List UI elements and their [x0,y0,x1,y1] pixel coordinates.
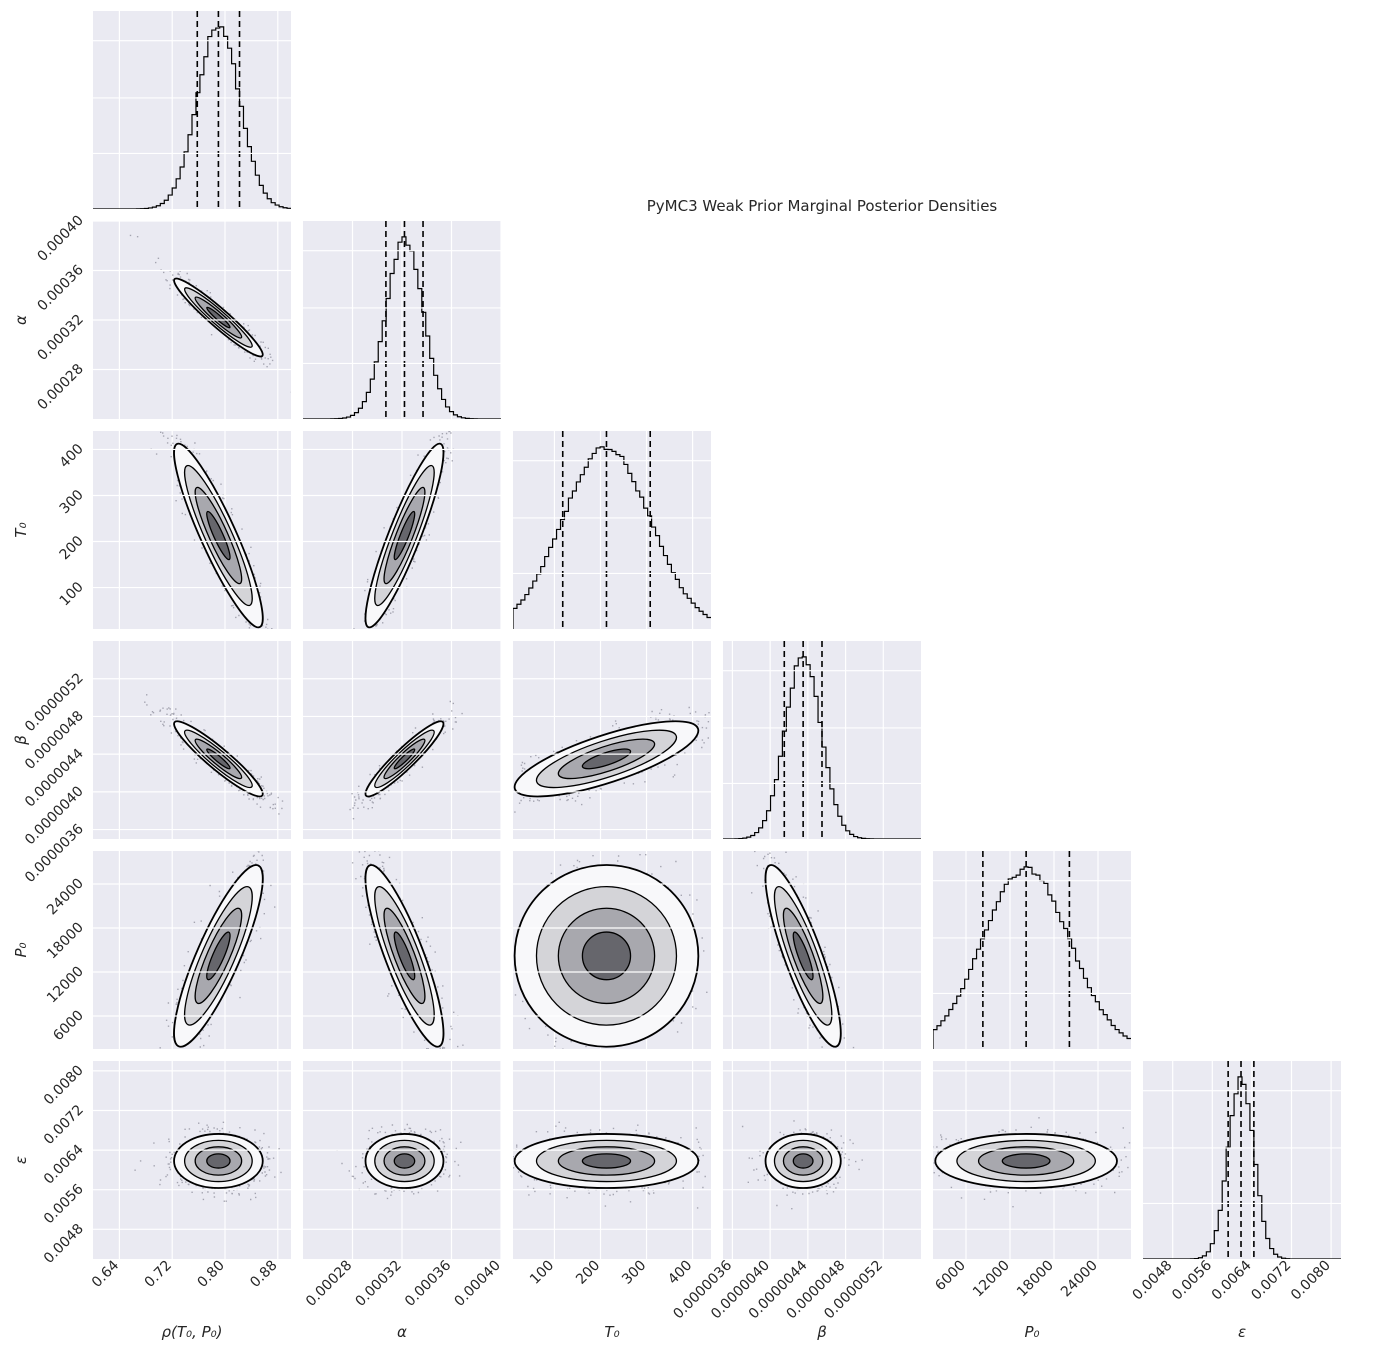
x-tick-label: 400 [665,1258,695,1288]
y-tick-label: 18000 [44,920,87,963]
y-axis-label-beta: β [12,735,30,746]
x-axis-label-P0: P₀ [1024,1323,1039,1341]
y-tick-label: 12000 [44,964,87,1007]
y-axis-label-alpha: α [12,315,30,325]
x-tick-label: 24000 [1058,1258,1101,1301]
x-tick-label: 0.0048 [1130,1258,1176,1304]
y-axis-label-eps: ε [12,1156,30,1164]
x-tick-label: 0.00028 [303,1258,355,1310]
x-axis-label-beta: β [816,1323,827,1341]
histogram-alpha [303,236,501,419]
contour-level-3 [1001,1153,1051,1169]
y-tick-label: 0.0072 [41,1102,87,1148]
panel-background [93,11,291,209]
x-tick-label: 18000 [1014,1258,1057,1301]
x-tick-label: 6000 [932,1258,969,1295]
x-tick-label: 100 [527,1258,557,1288]
y-tick-label: 200 [57,533,87,563]
histogram-rho [93,26,291,209]
contour-level-3 [206,931,231,981]
x-axis-label-alpha: α [397,1323,407,1341]
y-tick-label: 300 [57,487,87,517]
y-tick-label: 100 [57,579,87,609]
scatter-panel-beta-rho [93,641,291,839]
panel-background [1143,1061,1341,1259]
hist-panel-T0 [513,431,711,629]
histogram-P0 [933,866,1131,1049]
x-tick-label: 0.0056 [1169,1257,1215,1303]
x-tick-label: 0.88 [247,1258,280,1291]
contour-level-3 [792,1153,814,1169]
contour-level-3 [581,1153,632,1169]
scatter-panel-P0-rho [93,851,291,1049]
hist-panel-eps [1143,1061,1341,1259]
y-axis-label-P0: P₀ [12,942,30,957]
contour-level-3 [206,1153,231,1169]
panels-layer [93,11,1341,1259]
scatter-panel-P0-T0 [513,851,711,1049]
y-tick-label: 0.00028 [35,361,87,413]
x-tick-label: 0.00040 [452,1258,504,1310]
hist-panel-beta [723,641,921,839]
axis-labels-layer: ρ(T₀, P₀) α T₀ β P₀ ε α T₀ β P₀ ε [12,315,1246,1341]
x-tick-label: 200 [573,1258,603,1288]
y-tick-label: 24000 [44,876,87,919]
scatter-panel-eps-rho [93,1061,291,1259]
y-tick-label: 0.00040 [35,213,87,265]
histogram-eps [1143,1076,1341,1259]
y-tick-label: 400 [57,441,87,471]
hist-panel-rho [93,11,291,209]
y-tick-label: 0.0048 [41,1221,87,1267]
scatter-panel-beta-alpha [303,641,502,839]
histogram-T0 [513,446,711,629]
x-axis-label-T0: T₀ [604,1323,619,1341]
x-tick-label: 0.0080 [1288,1258,1334,1304]
scatter-panel-beta-T0 [513,641,711,839]
scatter-panel-eps-P0 [933,1061,1131,1259]
scatter-panel-P0-beta [723,851,921,1049]
scatter-panel-T0-alpha [303,431,502,629]
x-tick-label: 0.0064 [1209,1257,1255,1303]
contour-level-3 [581,931,632,981]
y-tick-label: 6000 [50,1008,87,1045]
y-tick-label: 0.0064 [41,1142,87,1188]
contour-level-3 [792,931,814,981]
scatter-panel-eps-beta [723,1061,921,1259]
scatter-panel-alpha-rho [93,220,291,419]
y-tick-label: 0.00036 [35,262,87,314]
x-tick-label: 300 [619,1258,649,1288]
scatter-panel-T0-rho [93,431,291,629]
histogram-beta [723,656,921,839]
chart-title: PyMC3 Weak Prior Marginal Posterior Dens… [647,197,998,215]
x-tick-label: 12000 [970,1258,1013,1301]
contour-level-3 [393,510,416,561]
contour-level-3 [206,306,231,329]
y-tick-label: 0.0056 [41,1181,87,1227]
scatter-panel-eps-alpha [303,1061,502,1259]
y-axis-label-T0: T₀ [12,522,30,537]
x-tick-label: 0.00032 [353,1258,405,1310]
x-tick-label: 0.00036 [402,1257,454,1309]
x-tick-label: 0.64 [89,1257,122,1290]
contour-level-3 [206,510,231,561]
x-tick-label: 0.80 [194,1258,227,1291]
hist-panel-alpha [303,221,502,419]
contour-level-3 [393,931,416,981]
scatter-panel-P0-alpha [303,851,502,1049]
panel-background [513,431,711,629]
y-tick-label: 0.00032 [35,312,87,364]
x-axis-label-rho: ρ(T₀, P₀) [162,1323,223,1341]
scatter-panel-eps-T0 [513,1061,711,1259]
x-tick-label: 0.72 [142,1258,175,1291]
x-tick-label: 0.0072 [1248,1258,1294,1304]
contour-level-3 [393,1153,416,1169]
x-axis-label-eps: ε [1238,1323,1246,1341]
y-tick-label: 0.0080 [41,1062,87,1108]
hist-panel-P0 [933,851,1131,1049]
